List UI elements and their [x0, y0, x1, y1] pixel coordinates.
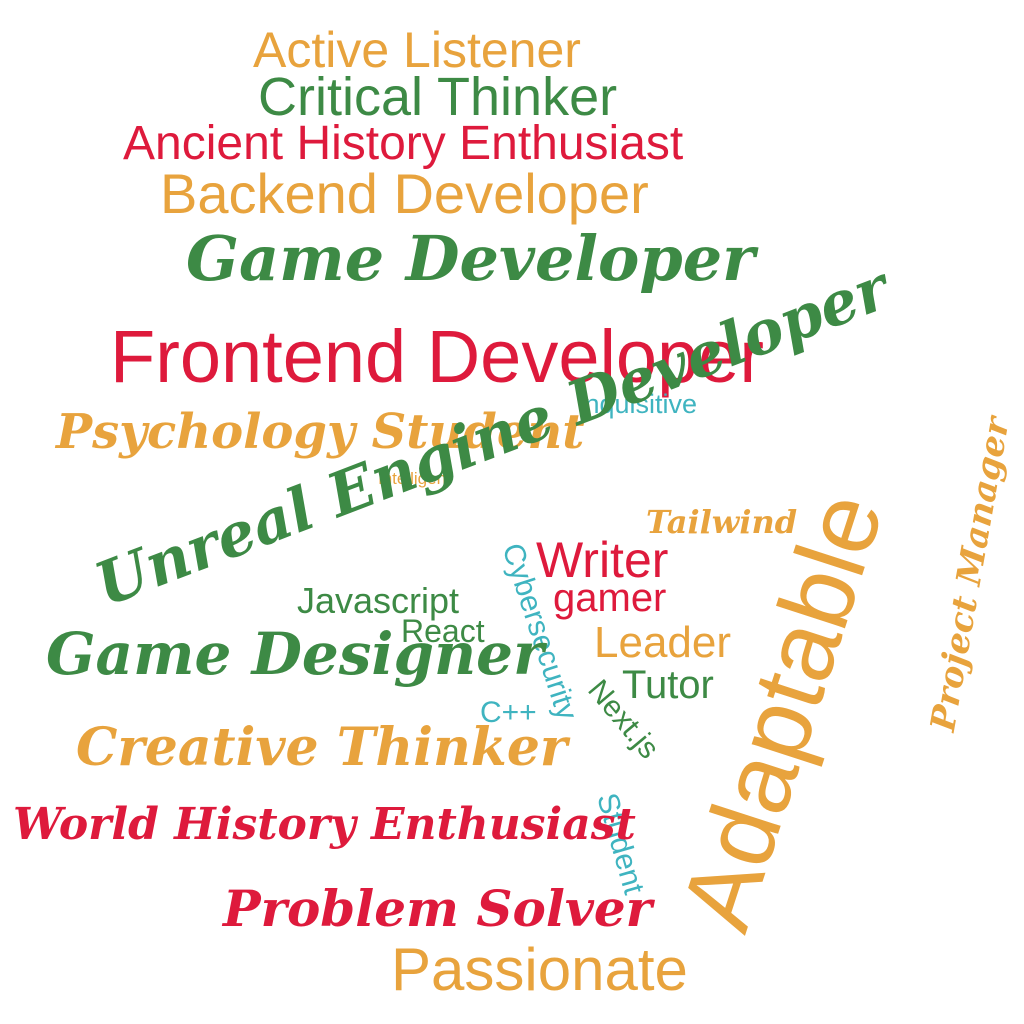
word-intelligent: Intelligent [378, 469, 451, 488]
word-passionate: Passionate [391, 936, 688, 1003]
word-problem-solver: Problem Solver [223, 879, 653, 938]
word-tutor: Tutor [622, 663, 714, 707]
word-creative-thinker: Creative Thinker [76, 717, 568, 778]
word-react: React [401, 613, 485, 649]
word-game-designer: Game Designer [46, 620, 544, 688]
word-critical-thinker: Critical Thinker [258, 67, 618, 127]
word-ancient-history-enthusiast: Ancient History Enthusiast [123, 117, 684, 170]
word-game-developer: Game Developer [186, 222, 755, 295]
word-cpp: C++ [480, 696, 537, 729]
word-frontend-developer: Frontend Developer [110, 315, 765, 398]
word-writer: Writer [536, 532, 669, 588]
word-leader: Leader [594, 618, 732, 667]
word-backend-developer: Backend Developer [160, 162, 649, 225]
word-psychology-student: Psychology Student [56, 404, 585, 460]
word-gamer: gamer [553, 576, 667, 620]
word-adaptable: Adaptable [659, 479, 905, 943]
word-tailwind: Tailwind [646, 503, 798, 541]
word-project-manager: Project Manager [923, 414, 1018, 735]
word-javascript: Javascript [297, 580, 460, 621]
word-world-history-enthusiast: World History Enthusiast [13, 799, 636, 850]
word-inquisitive: Inquisitive [577, 389, 698, 419]
word-active-listener: Active Listener [253, 22, 581, 78]
